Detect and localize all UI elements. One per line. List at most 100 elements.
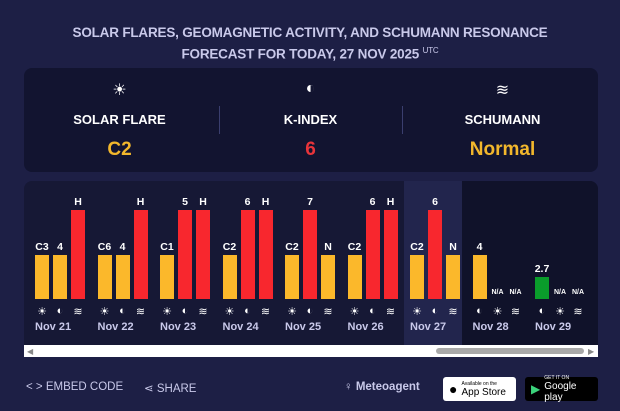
moon-icon: ◐ [538, 305, 546, 317]
brand-label: Meteoagent [355, 381, 420, 393]
summary-value: C2 [107, 139, 132, 160]
bar-label: 4 [476, 241, 483, 253]
bar-wave [71, 210, 85, 299]
bar-moon [240, 210, 255, 299]
divider [219, 106, 220, 134]
bar-sun [35, 255, 49, 299]
sun-icon: ☀ [287, 306, 297, 318]
bar-label: C6 [97, 241, 112, 253]
sun-icon: ☀ [162, 306, 172, 318]
bar-wave [258, 210, 273, 299]
horizontal-scrollbar[interactable]: ◀ ▶ [24, 345, 598, 357]
embed-code-button[interactable]: < > EMBED CODE [26, 381, 123, 393]
summary-label: K-INDEX [283, 112, 338, 127]
summary-solar-flare: ☀ SOLAR FLARE C2 [24, 68, 215, 172]
bar-label: N [449, 241, 457, 253]
scrollbar-thumb[interactable] [436, 348, 584, 354]
sun-icon: ☀ [112, 82, 127, 99]
wave-icon: ≋ [448, 306, 458, 318]
apple-icon: ● [449, 381, 458, 397]
appstore-label: App Store [461, 386, 506, 398]
wave-icon: ≋ [510, 306, 521, 318]
bar-label: 6 [369, 196, 376, 208]
bar-moon [178, 210, 192, 299]
day-label: Nov 28 [472, 321, 509, 333]
bar-label: C2 [410, 241, 424, 253]
bar-label: 5 [182, 196, 188, 208]
bar-wave [133, 210, 148, 299]
scroll-right-arrow[interactable]: ▶ [588, 347, 595, 356]
day-label: Nov 26 [347, 321, 384, 333]
bar-sun [222, 255, 237, 299]
wave-icon: ≋ [198, 306, 208, 318]
moon-icon: ◐ [305, 80, 316, 97]
gplay-label: Google play [544, 381, 577, 403]
bar-moon [365, 210, 380, 299]
day-label: Nov 25 [285, 321, 322, 333]
bar-label: N [324, 241, 332, 253]
summary-value: 6 [305, 139, 316, 160]
bar-sun [160, 255, 174, 299]
moon-icon: ◐ [306, 305, 314, 317]
app-store-button[interactable]: ● Available on the App Store [443, 377, 516, 401]
scroll-left-arrow[interactable]: ◀ [27, 347, 34, 356]
gplay-small: GET IT ON [544, 375, 570, 381]
summary-value: Normal [469, 139, 536, 160]
moon-icon: ◐ [476, 305, 483, 317]
bar-label: N/A [553, 289, 567, 296]
bar-label: 6 [244, 196, 251, 208]
sun-icon: ☀ [37, 306, 47, 318]
google-play-button[interactable]: ▶ GET IT ON Google play [525, 375, 598, 403]
sun-icon: ☀ [224, 306, 235, 318]
summary-schumann: ≋ SCHUMANN Normal [407, 68, 598, 172]
moon-icon: ◐ [244, 305, 251, 317]
moon-icon: ◐ [431, 305, 439, 317]
page-title: SOLAR FLARES, GEOMAGNETIC ACTIVITY, AND … [0, 24, 620, 64]
summary-panel: ☀ SOLAR FLARE C2 ◐ K-INDEX 6 ≋ SCHUMANN … [24, 68, 598, 172]
bar-wave [321, 255, 335, 299]
bar-label: H [74, 196, 82, 208]
moon-icon: ◐ [119, 305, 126, 317]
sun-icon: ☀ [99, 306, 110, 318]
wave-icon: ≋ [385, 306, 396, 318]
bar-sun [285, 255, 299, 299]
title-date: FORECAST FOR TODAY, 27 NOV 2025 [181, 46, 420, 62]
bar-label: N/A [491, 289, 504, 296]
bar-moon [472, 255, 487, 299]
bar-moon [115, 255, 130, 299]
bar-moon [535, 277, 549, 299]
share-button[interactable]: ⋖ SHARE [144, 381, 196, 395]
bar-wave [446, 255, 460, 299]
bar-moon [428, 210, 442, 299]
day-label: Nov 22 [97, 321, 134, 333]
play-icon: ▶ [531, 382, 541, 396]
bar-label: H [386, 196, 395, 208]
share-label: SHARE [156, 383, 197, 395]
summary-label: SCHUMANN [464, 112, 541, 127]
sun-icon: ☀ [349, 306, 360, 318]
code-icon: < > [26, 381, 43, 393]
bar-moon [53, 255, 67, 299]
wave-icon: ≋ [135, 306, 146, 318]
day-label: Nov 24 [222, 321, 259, 333]
day-label: Nov 29 [535, 321, 572, 333]
embed-label: EMBED CODE [45, 381, 124, 393]
sun-icon: ☀ [412, 306, 422, 318]
wave-icon: ≋ [573, 306, 583, 318]
sun-icon: ☀ [492, 306, 503, 318]
day-label: Nov 23 [160, 321, 197, 333]
meteoagent-link[interactable]: ♀ Meteoagent [344, 381, 420, 393]
wave-icon: ≋ [323, 306, 333, 318]
sun-icon: ☀ [555, 306, 565, 318]
forecast-chart: C3 ☀ 4 ◐ H ≋ Nov 21 C6 ☀ 4 ◐ H ≋ Nov 22 C1 ☀ 5 ◐ H ≋ Nov 23 C… [24, 181, 598, 345]
bar-moon [303, 210, 317, 299]
bar-sun [410, 255, 424, 299]
bar-label: 4 [119, 241, 126, 253]
bar-sun [97, 255, 112, 299]
bar-label: 4 [57, 241, 63, 253]
day-label: Nov 27 [410, 321, 447, 333]
bar-label: C1 [160, 241, 174, 253]
title-line-1: SOLAR FLARES, GEOMAGNETIC ACTIVITY, AND … [72, 25, 548, 40]
bar-label: 2.7 [534, 263, 550, 275]
bar-label: N/A [571, 289, 585, 296]
